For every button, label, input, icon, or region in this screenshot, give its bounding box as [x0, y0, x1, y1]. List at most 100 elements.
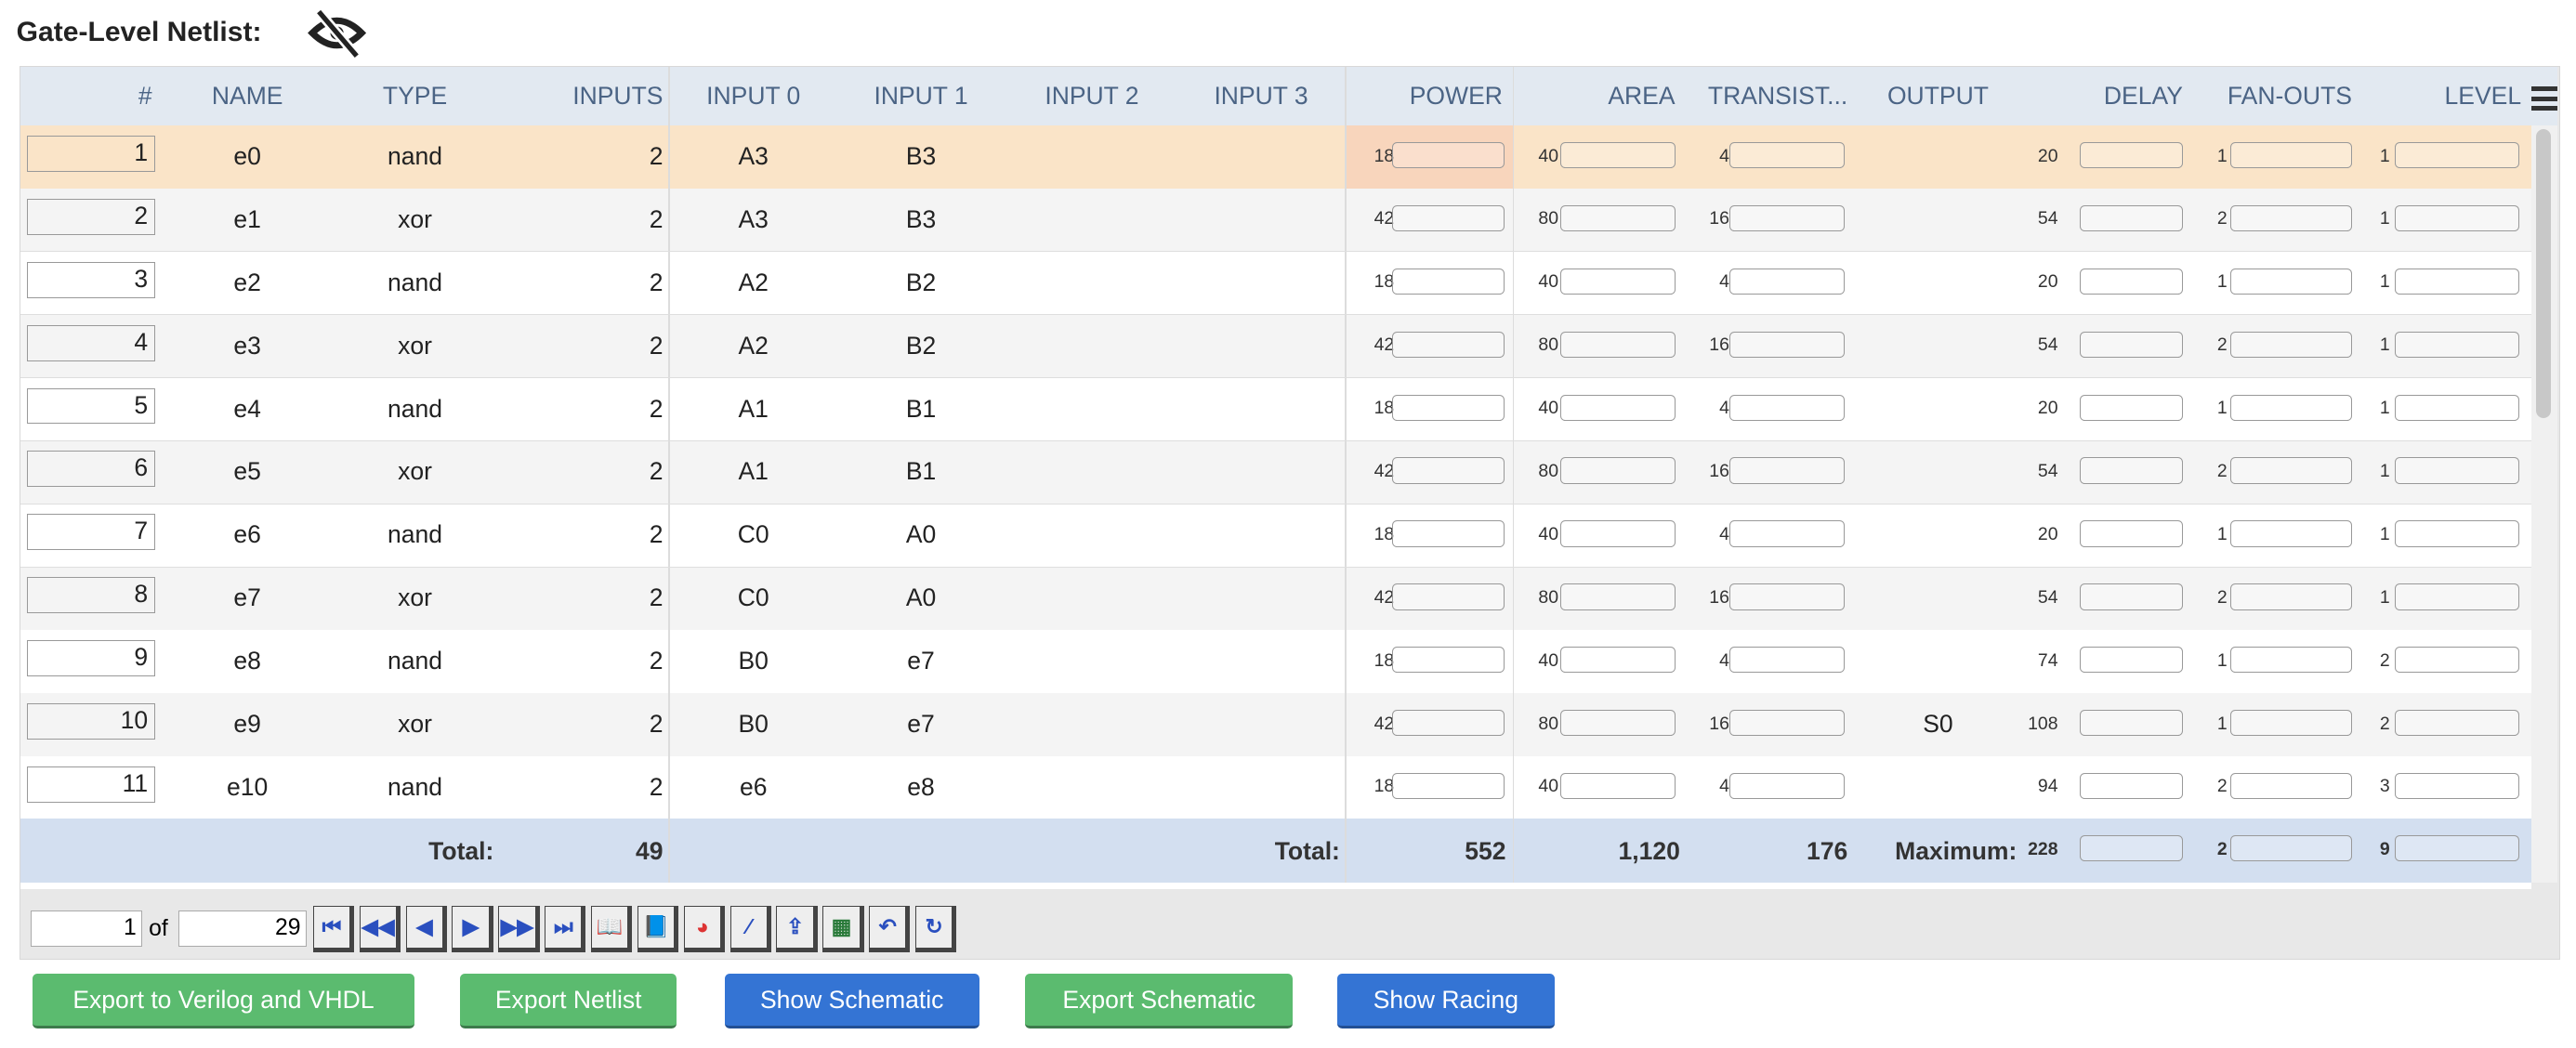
column-divider: [667, 66, 670, 126]
previous-page-icon[interactable]: ◀: [405, 906, 447, 952]
column-header[interactable]: INPUT 2: [1045, 81, 1139, 110]
page-title: Gate-Level Netlist:: [16, 16, 262, 47]
excel-icon[interactable]: ▦: [822, 906, 864, 952]
level-value: 1: [2379, 523, 2390, 544]
column-header[interactable]: LEVEL: [2444, 81, 2522, 110]
column-header[interactable]: AREA: [1608, 81, 1676, 110]
export-netlist-button[interactable]: Export Netlist: [460, 974, 677, 1028]
delay-bar: [2079, 520, 2183, 547]
area-bar: [1559, 583, 1676, 610]
export-to-verilog-and-vhdl-button[interactable]: Export to Verilog and VHDL: [33, 974, 414, 1028]
table-row[interactable]: 9 e8 nand 2 B0 e7 18 40 4 74 1 2: [20, 630, 2531, 694]
column-header[interactable]: NAME: [211, 81, 283, 110]
column-header[interactable]: #: [138, 81, 152, 110]
row-index-input[interactable]: 11: [27, 766, 156, 803]
delay-max-bar: [2079, 835, 2183, 862]
cell-in1: B3: [905, 204, 937, 233]
show-schematic-button[interactable]: Show Schematic: [724, 974, 979, 1028]
column-menu-icon[interactable]: [2530, 85, 2557, 116]
show-racing-button[interactable]: Show Racing: [1337, 974, 1555, 1028]
cell-in0: A2: [738, 331, 769, 360]
transistors-bar: [1728, 142, 1845, 169]
table-row[interactable]: 8 e7 xor 2 C0 A0 42 80 16 54 2 1: [20, 567, 2531, 631]
row-index-input[interactable]: 2: [27, 198, 156, 235]
fanouts-bar: [2230, 583, 2352, 610]
column-header[interactable]: INPUT 0: [706, 81, 801, 110]
transistors-value: 16: [1709, 208, 1729, 229]
column-header[interactable]: DELAY: [2103, 81, 2183, 110]
table-row[interactable]: 4 e3 xor 2 A2 B2 42 80 16 54 2 1: [20, 315, 2531, 379]
cell-in0: A3: [738, 204, 769, 233]
book-view-icon[interactable]: 📘: [637, 906, 679, 952]
fanouts-value: 1: [2216, 713, 2228, 734]
column-header[interactable]: INPUTS: [572, 81, 664, 110]
table-row[interactable]: 10 e9 xor 2 B0 e7 S0 42 80 16 108 1 2: [20, 693, 2531, 757]
row-index-input[interactable]: 3: [27, 261, 156, 298]
cell-inputs: 2: [649, 142, 664, 171]
pager: 1 of 29 ⏮ ◀◀ ◀ ▶ ▶▶ ⏭ 📖 📘 ◕ ⁄ ⇪ ▦ ↶ ↻: [20, 893, 2557, 959]
area-value: 40: [1538, 398, 1559, 419]
cell-inputs: 2: [649, 647, 664, 675]
area-total: 1,120: [1618, 836, 1680, 865]
row-index-input[interactable]: 8: [27, 577, 156, 614]
book-open-icon[interactable]: 📖: [591, 906, 633, 952]
column-header[interactable]: TRANSIST...: [1707, 81, 1848, 110]
page-input[interactable]: 1: [30, 910, 143, 948]
column-header[interactable]: FAN-OUTS: [2227, 81, 2352, 110]
table-row[interactable]: 7 e6 nand 2 C0 A0 18 40 4 20 1 1: [20, 504, 2531, 568]
delay-value: 20: [2037, 523, 2058, 544]
column-header[interactable]: TYPE: [382, 81, 448, 110]
area-value: 80: [1538, 461, 1559, 482]
cell-type: xor: [398, 710, 432, 739]
cell-in1: B3: [905, 142, 937, 171]
vertical-scrollbar[interactable]: [2530, 125, 2557, 884]
pie-chart-icon[interactable]: ◕: [683, 906, 725, 952]
table-row[interactable]: 11 e10 nand 2 e6 e8 18 40 4 94 2 3: [20, 756, 2531, 819]
cell-in0: C0: [737, 520, 769, 549]
reset-icon[interactable]: ↻: [915, 906, 957, 952]
undo-icon[interactable]: ↶: [869, 906, 911, 952]
row-index-input[interactable]: 1: [27, 135, 156, 172]
row-index-input[interactable]: 7: [27, 514, 156, 551]
next-group-icon[interactable]: ▶▶: [498, 906, 540, 952]
column-divider: [667, 819, 670, 884]
row-index-input[interactable]: 4: [27, 324, 156, 361]
page-count: 29: [177, 910, 307, 948]
table-row[interactable]: 2 e1 xor 2 A3 B3 42 80 16 54 2 1: [20, 189, 2531, 253]
magic-wand-icon[interactable]: ⁄: [729, 906, 771, 952]
transistors-value: 4: [1719, 523, 1729, 544]
power-bar: [1392, 331, 1505, 358]
eye-slash-icon[interactable]: [306, 7, 368, 58]
column-divider: [667, 315, 670, 378]
transistors-bar: [1728, 710, 1845, 737]
table-row[interactable]: 6 e5 xor 2 A1 B1 42 80 16 54 2 1: [20, 440, 2531, 504]
table-row[interactable]: 1 e0 nand 2 A3 B3 18 40 4 20 1 1: [20, 125, 2531, 190]
cell-in0: B0: [738, 710, 769, 739]
power-value: 42: [1373, 334, 1395, 356]
column-divider: [667, 125, 670, 189]
table-row[interactable]: 5 e4 nand 2 A1 B1 18 40 4 20 1 1: [20, 377, 2531, 442]
column-header[interactable]: INPUT 1: [874, 81, 968, 110]
previous-group-icon[interactable]: ◀◀: [359, 906, 401, 952]
row-index-input[interactable]: 5: [27, 387, 156, 425]
cell-inputs: 2: [649, 583, 664, 612]
last-page-icon[interactable]: ⏭: [545, 906, 586, 952]
scrollbar-thumb[interactable]: [2536, 128, 2551, 419]
cell-inputs: 2: [649, 710, 664, 739]
row-index-input[interactable]: 6: [27, 451, 156, 488]
row-index-input[interactable]: 9: [27, 640, 156, 676]
fanouts-value: 2: [2216, 334, 2228, 356]
column-header[interactable]: POWER: [1409, 81, 1503, 110]
first-page-icon[interactable]: ⏮: [312, 906, 355, 952]
cell-type: xor: [398, 457, 432, 486]
cell-name: e0: [233, 142, 261, 171]
export-schematic-button[interactable]: Export Schematic: [1025, 974, 1294, 1028]
power-bar: [1392, 204, 1505, 232]
next-page-icon[interactable]: ▶: [452, 906, 493, 952]
export-icon[interactable]: ⇪: [776, 906, 818, 952]
table-row[interactable]: 3 e2 nand 2 A2 B2 18 40 4 20 1 1: [20, 252, 2531, 316]
column-header[interactable]: INPUT 3: [1214, 81, 1308, 110]
row-index-input[interactable]: 10: [27, 702, 156, 740]
column-divider: [1512, 693, 1515, 756]
column-header[interactable]: OUTPUT: [1886, 81, 1989, 110]
